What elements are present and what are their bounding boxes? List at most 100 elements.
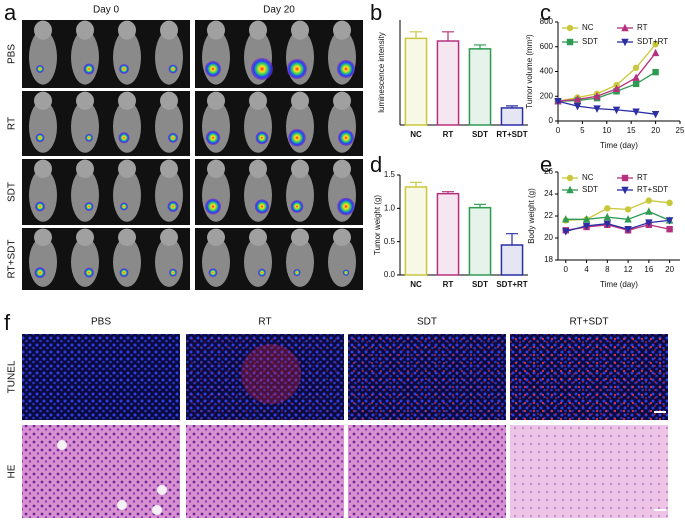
marker [612, 84, 621, 93]
mouse-head [291, 91, 309, 110]
mouse [29, 30, 57, 85]
mouse-head [291, 159, 309, 179]
bar [500, 107, 524, 126]
marker [666, 199, 673, 206]
signal [258, 268, 266, 277]
error-bar [442, 191, 454, 194]
chart: Body weight (g) 18 20 22 24 26 0 4 8 12 16 20 Time (… [527, 167, 680, 289]
he-image [186, 425, 344, 518]
x-tick-label: 8 [605, 265, 610, 274]
marker [593, 105, 601, 113]
panel-label: d [370, 152, 382, 177]
legend-label: RT+SDT [637, 185, 668, 194]
mouse-head [34, 20, 52, 40]
column-label: RT [258, 317, 271, 328]
x-tick-label: SDT [472, 130, 488, 139]
vacuole [117, 500, 127, 510]
signal [36, 64, 44, 73]
marker [604, 205, 611, 212]
signal [338, 129, 354, 146]
error-bar [442, 31, 454, 41]
marker [652, 68, 659, 76]
vacuole [57, 440, 67, 450]
y-axis-label: luminescence intensity [377, 32, 386, 112]
panel-label: a [4, 0, 17, 25]
y-tick-label: 26 [544, 167, 553, 176]
mouse-head [34, 228, 52, 246]
mouse-head [207, 20, 225, 40]
x-tick-label: 25 [676, 126, 685, 135]
y-tick-label: 1.5 [384, 170, 396, 179]
legend-marker [566, 38, 574, 46]
marker [632, 80, 640, 88]
mouse-head [333, 20, 351, 40]
legend-label: RT [637, 23, 648, 32]
mouse-head [34, 91, 52, 110]
mouse-head [118, 91, 136, 110]
marker [645, 207, 653, 215]
mouse-head [160, 91, 178, 110]
panel-label: f [4, 310, 11, 335]
mouse-head [76, 91, 94, 110]
signal [119, 63, 129, 74]
signal [168, 132, 178, 143]
y-tick-label: 800 [540, 17, 554, 26]
marker [645, 197, 653, 204]
line [557, 71, 656, 102]
mouse-head [249, 20, 267, 40]
marker [632, 73, 640, 81]
x-tick-label: 20 [665, 265, 674, 274]
panel-label: c [540, 0, 551, 25]
marker [554, 98, 562, 106]
marker [582, 222, 591, 231]
legend-label: NC [582, 173, 594, 182]
x-tick-label: NC [410, 280, 422, 289]
legend-marker [621, 23, 629, 32]
mouse [113, 168, 141, 222]
signal [84, 267, 94, 278]
row-label: TUNEL [7, 360, 18, 393]
bar [468, 206, 492, 276]
bar [500, 244, 524, 276]
signal [83, 63, 95, 75]
marker [562, 228, 570, 236]
mouse-head [249, 159, 267, 179]
mouse-head [34, 159, 52, 179]
chart: Tumor weight (g) 0.0 0.5 1.0 1.5 NC RT SDT SDT+R… [373, 170, 528, 289]
column-label: PBS [91, 317, 111, 328]
histology-panel: PBS TUNEL HE RT SDT RT+SDT [7, 317, 668, 518]
y-tick-label: 20 [544, 233, 553, 242]
y-tick-label: 1.0 [384, 203, 396, 212]
vacuole [157, 485, 167, 495]
marker [593, 92, 601, 100]
signal [208, 268, 218, 278]
mouse-head [207, 91, 225, 110]
signal [337, 197, 355, 216]
legend-label: SDT [582, 37, 598, 46]
he-image [510, 425, 668, 518]
signal [251, 57, 273, 80]
marker [573, 102, 582, 111]
error-bar [506, 105, 518, 108]
mouse-head [118, 228, 136, 246]
line [557, 100, 656, 115]
line [557, 43, 657, 102]
marker [582, 215, 591, 223]
bar [404, 186, 428, 276]
mouse-head [249, 91, 267, 110]
line [565, 224, 670, 231]
marker [666, 226, 673, 233]
x-tick-label: RT+SDT [496, 130, 527, 139]
row-label: RT [7, 117, 18, 130]
x-tick-label: 4 [584, 265, 589, 274]
column-label: RT+SDT [570, 317, 609, 328]
x-tick-label: SDT [472, 280, 488, 289]
legend-label: NC [582, 23, 594, 32]
error-bar [474, 44, 486, 49]
legend-marker [566, 174, 574, 182]
marker [651, 110, 660, 119]
line [557, 52, 657, 102]
y-tick-label: 600 [540, 42, 554, 51]
y-tick-label: 0.5 [384, 237, 396, 246]
chart: luminescence intensity NC RT SDT RT+SDT [377, 20, 528, 139]
